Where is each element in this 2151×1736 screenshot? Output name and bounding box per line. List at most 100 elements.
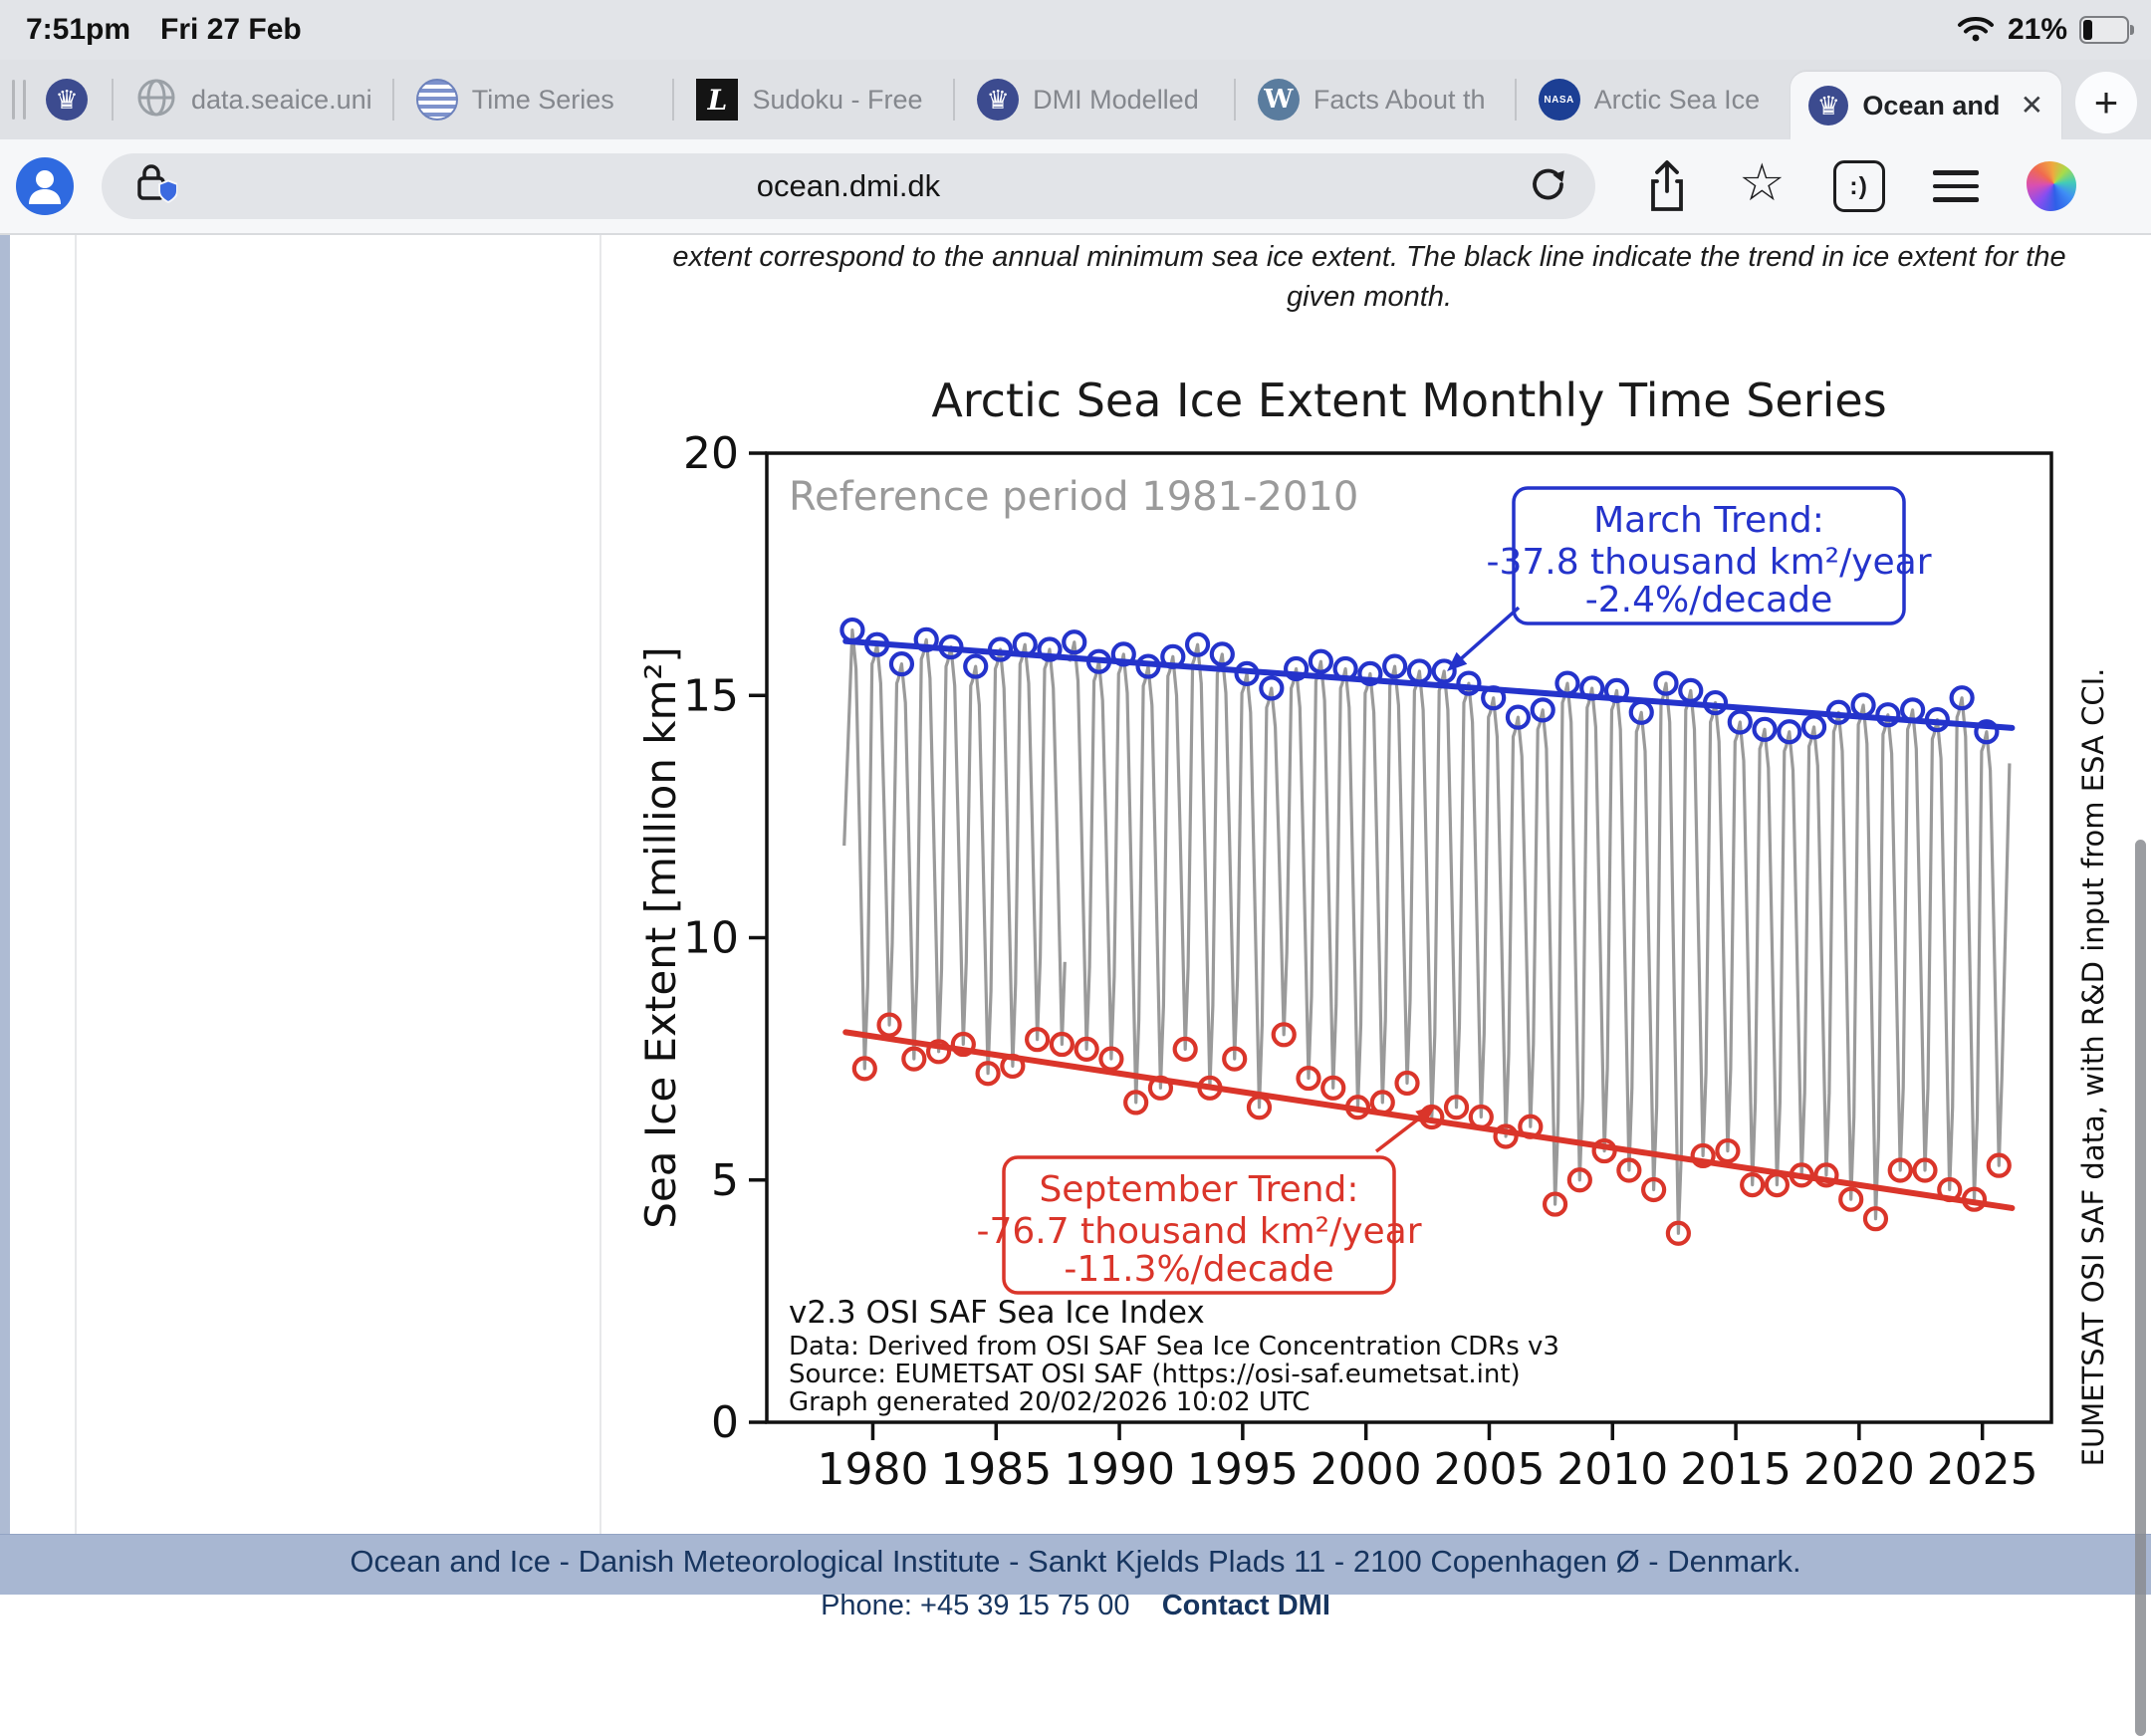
march-marker	[1481, 685, 1507, 711]
tab-separator	[391, 79, 394, 121]
footer-contact-row: Phone: +45 39 15 75 00 Contact DMI	[0, 1590, 2151, 1622]
y-tick-label: 10	[683, 913, 739, 964]
battery-icon	[2079, 16, 2134, 44]
share-icon[interactable]	[1643, 159, 1691, 213]
reload-icon[interactable]	[1526, 161, 1571, 212]
right-caption: EUMETSAT OSI SAF data, with R&D input fr…	[2076, 668, 2110, 1467]
september-marker	[1049, 1031, 1075, 1058]
september-marker	[1344, 1095, 1371, 1120]
y-axis-label: Sea Ice Extent [million km²]	[636, 646, 685, 1229]
march-marker	[1678, 677, 1704, 703]
sea-globe-icon	[415, 79, 458, 121]
letter-l-icon: L	[696, 79, 739, 121]
intro-text: extent correspond to the annual minimum …	[602, 237, 2136, 317]
september-marker	[1493, 1123, 1519, 1149]
september-marker	[1443, 1095, 1470, 1120]
tab-data-seaice[interactable]: data.seaice.uni	[118, 60, 388, 139]
tab-separator	[672, 79, 675, 121]
september-marker	[1172, 1036, 1198, 1062]
page-footer: Ocean and Ice - Danish Meteorological In…	[0, 1534, 2151, 1621]
september-marker	[876, 1012, 902, 1038]
september-marker	[1715, 1137, 1741, 1164]
tab-sudoku[interactable]: L Sudoku - Free	[678, 60, 949, 139]
september-marker	[1025, 1027, 1051, 1053]
x-tick-label: 1990	[1064, 1444, 1175, 1495]
tab-pinned-dmi[interactable]: ♛	[26, 60, 108, 139]
y-tick-label: 20	[683, 428, 739, 479]
wifi-icon	[1956, 12, 1996, 49]
contact-dmi-link[interactable]: Contact DMI	[1161, 1590, 1330, 1621]
url-bar[interactable]: ocean.dmi.dk	[102, 153, 1595, 219]
march-marker	[1924, 706, 1950, 733]
x-tick-label: 1995	[1187, 1444, 1299, 1495]
september-marker	[1271, 1022, 1297, 1048]
september-trend-box	[1002, 1155, 1396, 1295]
march-marker	[1382, 653, 1408, 679]
march-marker	[913, 626, 939, 652]
x-tick-label: 2010	[1556, 1444, 1668, 1495]
chart-title: Arctic Sea Ice Extent Monthly Time Serie…	[931, 373, 1886, 427]
september-marker	[975, 1061, 1001, 1087]
tab-arctic-sea-ice[interactable]: NASA Arctic Sea Ice	[1521, 60, 1792, 139]
page-scrollbar[interactable]	[2135, 840, 2146, 1736]
september-marker	[1542, 1191, 1568, 1217]
september-marker	[1937, 1176, 1963, 1203]
clock: 7:51pm	[26, 13, 131, 46]
september-marker	[1394, 1070, 1420, 1097]
march-marker	[1308, 648, 1333, 674]
september-marker	[1074, 1036, 1099, 1062]
tab-facts-about[interactable]: W Facts About th	[1240, 60, 1511, 139]
september-marker	[950, 1031, 976, 1058]
september-annotation-arrow	[1374, 1110, 1430, 1153]
march-marker	[1209, 641, 1235, 667]
september-marker	[1912, 1157, 1938, 1183]
september-marker	[1369, 1090, 1395, 1116]
march-marker	[1110, 641, 1136, 667]
copilot-icon[interactable]	[2026, 161, 2076, 211]
x-tick-label: 2015	[1680, 1444, 1792, 1495]
tab-ocean-and-ice-active[interactable]: ♛ Ocean and ✕	[1791, 72, 2062, 139]
march-marker	[987, 636, 1014, 662]
march-marker	[1505, 704, 1532, 730]
tab-separator	[1514, 79, 1517, 121]
march-marker	[1974, 719, 2000, 745]
favorite-star-icon[interactable]: ☆	[1739, 154, 1786, 212]
september-marker	[1813, 1162, 1839, 1188]
september-marker	[1838, 1186, 1864, 1212]
march-marker	[1554, 670, 1580, 696]
y-tick-label: 15	[683, 670, 739, 721]
close-tab-icon[interactable]: ✕	[2020, 90, 2044, 121]
monthly-extent-line	[842, 628, 1067, 1076]
march-trend-box-line2: -37.8 thousand km²/year	[1486, 542, 1931, 583]
status-right: 21%	[1956, 12, 2134, 49]
september-marker	[1566, 1167, 1592, 1193]
september-marker	[1518, 1114, 1544, 1139]
footer-phone: Phone: +45 39 15 75 00	[821, 1590, 1130, 1621]
tab-dmi-modelled[interactable]: ♛ DMI Modelled	[959, 60, 1230, 139]
march-marker	[1259, 675, 1285, 701]
tab-overflow-handle[interactable]	[12, 80, 26, 120]
intro-line-1: extent correspond to the annual minimum …	[672, 241, 2066, 273]
march-marker	[963, 653, 989, 679]
march-marker	[1900, 697, 1926, 723]
september-marker	[1616, 1157, 1642, 1183]
feedback-smiley-icon[interactable]: :)	[1832, 160, 1885, 212]
new-tab-button[interactable]: +	[2075, 72, 2137, 133]
tab-label: Facts About th	[1313, 84, 1486, 115]
march-trend-box	[1512, 486, 1906, 625]
september-annotation-arrow-head	[1415, 1106, 1436, 1124]
march-marker	[1431, 658, 1457, 684]
tab-time-series[interactable]: Time Series	[398, 60, 669, 139]
september-marker	[1000, 1053, 1026, 1080]
y-tick-label: 5	[711, 1155, 739, 1206]
profile-avatar[interactable]	[16, 157, 74, 215]
september-marker	[1862, 1206, 1889, 1232]
march-marker	[1530, 697, 1555, 723]
september-marker	[1591, 1137, 1617, 1164]
march-marker	[1628, 699, 1654, 725]
privacy-lock-icon[interactable]	[129, 158, 178, 215]
march-marker	[1085, 648, 1112, 674]
september-marker	[1641, 1176, 1667, 1203]
dmi-crown-icon: ♛	[977, 79, 1020, 121]
menu-icon[interactable]	[1932, 170, 1979, 202]
